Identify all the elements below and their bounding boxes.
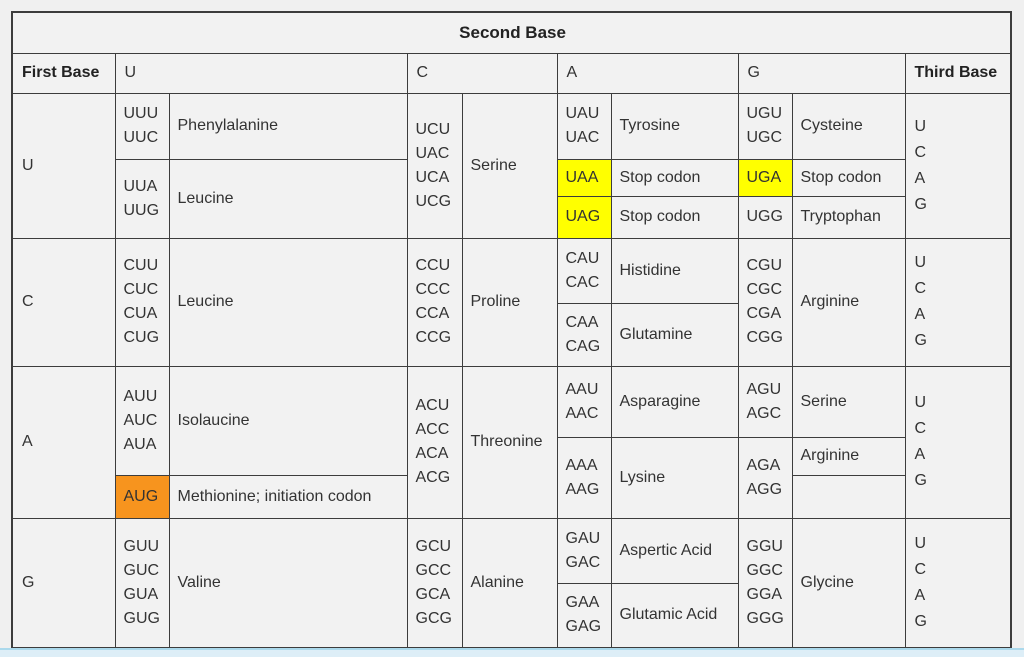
- second-base-c-header: C: [406, 52, 558, 94]
- table-row: U UUU UUC Phenylalanine UCU UAC UCA UCG …: [11, 92, 1012, 239]
- codons-uau-uac: UAU UAC: [556, 92, 612, 160]
- codons-gaa-gag: GAA GAG: [556, 582, 612, 649]
- table-row: CAA CAG Glutamine: [12, 302, 1011, 367]
- second-base-u-header: U: [114, 52, 408, 94]
- codons-caa-cag: CAA CAG: [556, 302, 612, 367]
- first-base-g: G: [11, 517, 116, 649]
- third-base-g-row: U C A G: [904, 517, 1012, 649]
- codons-aaa-aag: AAA AAG: [556, 436, 612, 519]
- codons-gau-gac: GAU GAC: [556, 517, 612, 584]
- table-row: First Base U C A G Third Base: [11, 52, 1012, 94]
- codons-cuu-cug: CUU CUC CUA CUG: [114, 237, 170, 367]
- table-row: C CUU CUC CUA CUG Leucine CCU CCC CCA CC…: [11, 237, 1012, 367]
- bottom-highlight-strip: [0, 648, 1024, 657]
- codon-uag-highlighted: UAG: [556, 195, 612, 239]
- codons-agu-agc: AGU AGC: [737, 365, 793, 438]
- codons-ugu-ugc: UGU UGC: [737, 92, 793, 160]
- name-tyrosine: Tyrosine: [610, 92, 739, 160]
- third-base-c-row: U C A G: [904, 237, 1012, 367]
- name-phenylalanine: Phenylalanine: [168, 92, 408, 160]
- table-row: GAA GAG Glutamic Acid: [12, 582, 1011, 649]
- codon-uga-highlighted: UGA: [737, 158, 793, 197]
- codons-cgu-cgg: CGU CGC CGA CGG: [737, 237, 793, 367]
- third-base-header: Third Base: [904, 52, 1012, 94]
- name-stop-codon-uga: Stop codon: [791, 158, 906, 197]
- third-base-u-row: U C A G: [904, 92, 1012, 239]
- name-asparagine: Asparagine: [610, 365, 739, 438]
- name-glutamine: Glutamine: [610, 302, 739, 367]
- codons-uua-uug: UUA UUG: [114, 158, 170, 239]
- codon-aug-highlighted: AUG: [114, 474, 170, 519]
- codons-ggu-ggg: GGU GGC GGA GGG: [737, 517, 793, 649]
- name-leucine-c-row: Leucine: [168, 237, 408, 367]
- codon-table: Second Base First Base U C A G Third Bas…: [11, 11, 1013, 649]
- second-base-a-header: A: [556, 52, 739, 94]
- codons-aau-aac: AAU AAC: [556, 365, 612, 438]
- name-tryptophan: Tryptophan: [791, 195, 906, 239]
- codons-guu-gug: GUU GUC GUA GUG: [114, 517, 170, 649]
- codon-ugg: UGG: [737, 195, 793, 239]
- table-row: AUG Methionine; initiation codon: [12, 474, 1011, 519]
- codons-ucu-ucg: UCU UAC UCA UCG: [406, 92, 463, 239]
- name-threonine: Threonine: [461, 365, 558, 519]
- name-stop-codon-uag: Stop codon: [610, 195, 739, 239]
- name-serine-a-row: Serine: [791, 365, 906, 438]
- name-proline: Proline: [461, 237, 558, 367]
- name-glycine: Glycine: [791, 517, 906, 649]
- first-base-header: First Base: [11, 52, 116, 94]
- table-row: AAA AAG Lysine AGA AGG Arginine: [12, 436, 1011, 519]
- codons-uuu-uuc: UUU UUC: [114, 92, 170, 160]
- table-row: G GUU GUC GUA GUG Valine GCU GCC GCA GCG…: [11, 517, 1012, 649]
- third-base-a-row: U C A G: [904, 365, 1012, 519]
- second-base-g-header: G: [737, 52, 906, 94]
- second-base-title: Second Base: [11, 11, 1012, 54]
- name-cysteine: Cysteine: [791, 92, 906, 160]
- name-valine: Valine: [168, 517, 408, 649]
- empty-cell: [791, 474, 906, 519]
- codons-aga-agg: AGA AGG: [737, 436, 793, 519]
- table-row: A AUU AUC AUA Isolaucine ACU ACC ACA ACG…: [11, 365, 1012, 519]
- codons-acu-acg: ACU ACC ACA ACG: [406, 365, 463, 519]
- name-serine-u-row: Serine: [461, 92, 558, 239]
- name-arginine-c-row: Arginine: [791, 237, 906, 367]
- codons-ccu-ccg: CCU CCC CCA CCG: [406, 237, 463, 367]
- first-base-u: U: [11, 92, 116, 239]
- name-arginine-a-row: Arginine: [791, 436, 906, 476]
- codons-gcu-gcg: GCU GCC GCA GCG: [406, 517, 463, 649]
- name-leucine-u-row: Leucine: [168, 158, 408, 239]
- first-base-c: C: [11, 237, 116, 367]
- codons-auu-aua: AUU AUC AUA: [114, 365, 170, 476]
- name-aspertic-acid: Aspertic Acid: [610, 517, 739, 584]
- codon-uaa-highlighted: UAA: [556, 158, 612, 197]
- name-histidine: Histidine: [610, 237, 739, 304]
- name-glutamic-acid: Glutamic Acid: [610, 582, 739, 649]
- table-row: UUA UUG Leucine UAA Stop codon UGA Stop …: [12, 158, 1011, 239]
- name-alanine: Alanine: [461, 517, 558, 649]
- name-lysine: Lysine: [610, 436, 739, 519]
- codons-cau-cac: CAU CAC: [556, 237, 612, 304]
- name-stop-codon-uaa: Stop codon: [610, 158, 739, 197]
- name-methionine-initiation: Methionine; initiation codon: [168, 474, 408, 519]
- first-base-a: A: [11, 365, 116, 519]
- table-row: UAG Stop codon UGG Tryptophan: [12, 195, 1011, 239]
- table-row: Second Base: [11, 11, 1012, 54]
- name-isolaucine: Isolaucine: [168, 365, 408, 476]
